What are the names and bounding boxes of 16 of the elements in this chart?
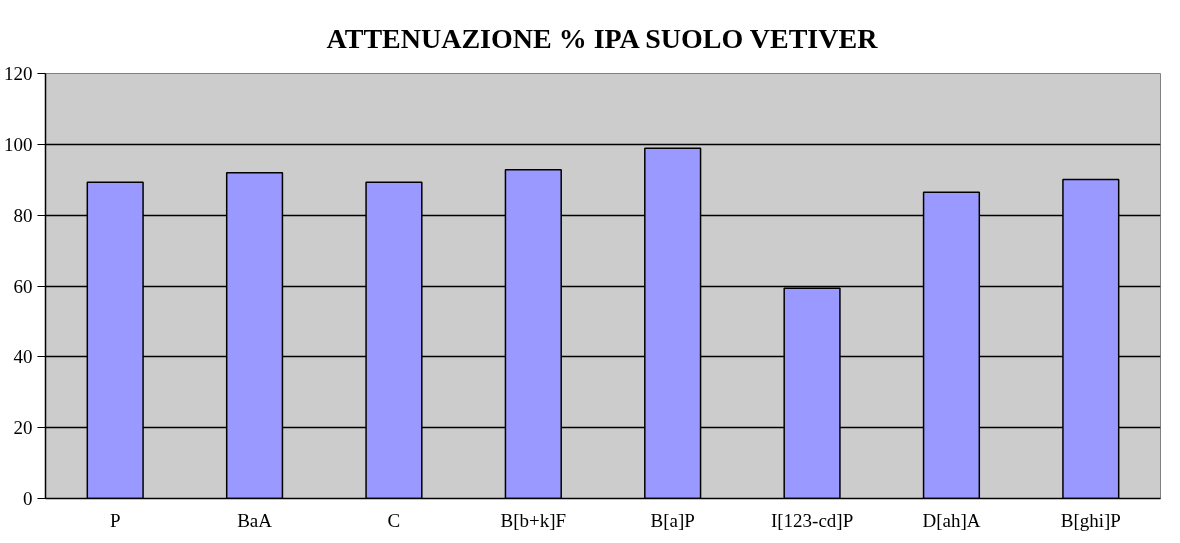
- y-tick-label: 60: [13, 275, 33, 297]
- chart-title: ATTENUAZIONE % IPA SUOLO VETIVER: [326, 22, 879, 54]
- x-tick-label: C: [387, 509, 401, 531]
- x-tick-label: BaA: [237, 509, 273, 531]
- x-tick-label: B[b+k]F: [500, 509, 567, 531]
- x-tick-label: B[a]P: [650, 509, 695, 531]
- y-tick-label: 80: [13, 204, 33, 226]
- y-tick-label: 20: [13, 417, 33, 439]
- x-tick-label: B[ghi]P: [1060, 509, 1121, 531]
- x-tick-label: P: [109, 509, 121, 531]
- y-tick-label: 0: [23, 488, 33, 509]
- y-tick-label: 100: [4, 133, 33, 155]
- x-tick-label: D[ah]A: [922, 509, 981, 531]
- y-tick-label: 120: [4, 63, 33, 84]
- y-tick-label: 40: [13, 346, 33, 368]
- x-tick-label: I[123-cd]P: [770, 509, 854, 531]
